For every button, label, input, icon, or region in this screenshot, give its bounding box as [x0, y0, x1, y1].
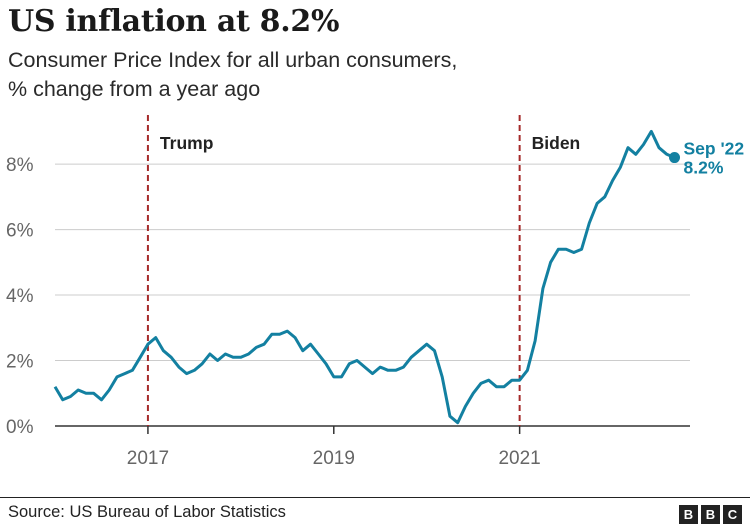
y-tick-label: 0%: [6, 417, 34, 438]
bbc-logo-letter-3: C: [723, 505, 742, 524]
subtitle-line-1: Consumer Price Index for all urban consu…: [8, 48, 458, 72]
chart-title: US inflation at 8.2%: [8, 4, 340, 39]
bbc-logo-letter-2: B: [701, 505, 720, 524]
latest-value-point: [669, 152, 681, 164]
chart-subtitle: Consumer Price Index for all urban consu…: [8, 46, 457, 104]
president-label: Biden: [532, 133, 581, 153]
x-tick-label: 2019: [313, 448, 355, 469]
y-tick-label: 8%: [6, 155, 34, 176]
x-tick-label: 2021: [498, 448, 540, 469]
x-tick-label: 2017: [127, 448, 169, 469]
bbc-logo: B B C: [679, 505, 742, 524]
footer-divider: [0, 497, 750, 498]
latest-date-label: Sep '22: [684, 139, 745, 159]
subtitle-line-2: % change from a year ago: [8, 77, 261, 101]
y-tick-label: 2%: [6, 352, 34, 373]
inflation-series-line: [53, 129, 676, 425]
inflation-line-chart: 0% 2% 4% 6% 8% 2017 2019 2021 Trump Biden Sep '228…: [6, 115, 745, 469]
y-tick-label: 4%: [6, 286, 34, 307]
bbc-logo-letter-1: B: [679, 505, 698, 524]
y-tick-label: 6%: [6, 221, 34, 242]
president-label: Trump: [160, 133, 213, 153]
latest-value-label: 8.2%: [684, 158, 724, 178]
source-note: Source: US Bureau of Labor Statistics: [8, 503, 286, 521]
